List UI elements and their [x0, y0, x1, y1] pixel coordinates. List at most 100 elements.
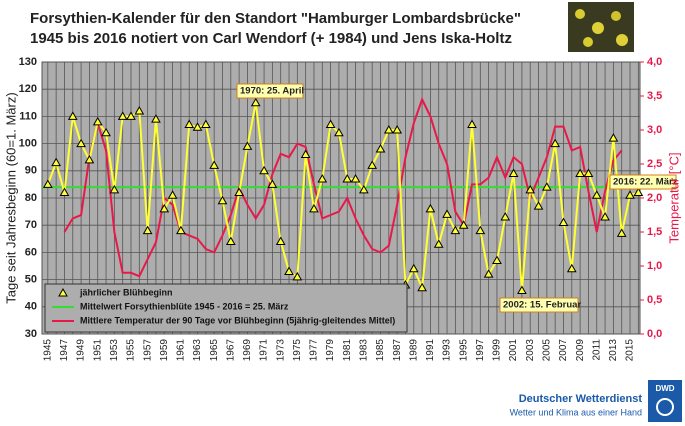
x-tick-label: 1981 [342, 339, 353, 362]
data-point [217, 195, 228, 205]
data-point [591, 190, 602, 199]
chart-subtitle: 1945 bis 2016 notiert von Carl Wendorf (… [30, 30, 512, 47]
data-point [625, 190, 635, 199]
x-tick-label: 1949 [76, 339, 87, 362]
blossom [583, 37, 593, 47]
y2-axis-label: Temperatur [°C] [666, 152, 681, 243]
annotation-box [499, 297, 579, 313]
y2-tick-label: 0,0 [647, 328, 662, 340]
data-point [541, 182, 552, 191]
series-line [46, 102, 639, 292]
data-point [408, 263, 419, 273]
data-point [242, 141, 253, 150]
data-point [458, 220, 469, 229]
annotation-box [609, 174, 677, 190]
legend-label: jährlicher Blühbeginn [79, 287, 173, 297]
data-point [275, 236, 286, 246]
data-point [375, 144, 386, 153]
x-tick-label: 1955 [126, 339, 137, 362]
data-point [350, 173, 361, 183]
data-point [117, 111, 128, 120]
data-point [167, 190, 178, 199]
x-tick-label: 1959 [159, 339, 170, 362]
y-tick-label: 50 [25, 274, 37, 286]
annotation-box [236, 83, 304, 99]
x-tick-label: 1969 [242, 339, 253, 362]
y2-tick-label: 0,5 [647, 294, 662, 306]
blossom [592, 22, 604, 34]
data-point [575, 168, 585, 178]
x-tick-label: 1983 [359, 339, 370, 362]
data-point [259, 165, 269, 175]
blossom [575, 9, 585, 19]
data-point [334, 127, 344, 137]
y-tick-label: 80 [25, 192, 37, 204]
data-point [566, 263, 577, 273]
x-tick-label: 1993 [442, 339, 453, 362]
x-tick-label: 1947 [59, 339, 70, 362]
x-tick-label: 1977 [309, 339, 320, 362]
data-point [67, 111, 78, 120]
data-point [342, 173, 353, 183]
x-tick-label: 1973 [275, 339, 286, 362]
y-tick-label: 70 [25, 219, 37, 231]
data-point [192, 122, 203, 131]
x-tick-label: 1967 [225, 339, 236, 362]
data-point [151, 114, 161, 123]
data-point [325, 119, 336, 129]
legend-symbol [58, 287, 68, 297]
data-point [267, 179, 278, 188]
y2-tick-label: 3,5 [647, 90, 662, 102]
data-point [300, 149, 311, 158]
footer-slogan: Wetter und Klima aus einer Hand [510, 407, 642, 417]
legend-label: Mittlere Temperatur der 90 Tage vor Blüh… [80, 315, 395, 325]
data-point [525, 184, 536, 194]
y-tick-label: 30 [25, 328, 37, 340]
data-point [292, 271, 303, 281]
x-tick-label: 1945 [42, 339, 53, 362]
x-tick-label: 1965 [209, 339, 220, 362]
data-point [200, 119, 211, 129]
x-tick-label: 1957 [142, 339, 153, 362]
footer: Deutscher Wetterdienst Wetter und Klima … [510, 380, 682, 422]
x-tick-label: 2007 [558, 339, 569, 362]
data-point [126, 111, 136, 120]
data-point [483, 269, 494, 278]
x-tick-label: 1953 [109, 339, 120, 362]
data-point [309, 203, 319, 213]
data-point [176, 225, 186, 235]
data-point [533, 201, 544, 210]
blossom [611, 11, 621, 21]
data-point [475, 225, 486, 235]
y2-tick-label: 1,0 [647, 260, 662, 272]
data-point [633, 187, 644, 197]
x-tick-label: 2011 [591, 339, 602, 361]
data-point [558, 217, 569, 226]
y-axis-label: Tage seit Jahresbeginn (60=1. März) [3, 92, 18, 303]
x-tick-label: 1975 [292, 339, 303, 362]
x-tick-label: 2013 [608, 339, 619, 362]
data-point [109, 184, 120, 194]
data-point [583, 168, 594, 178]
data-point [492, 255, 502, 265]
y2-tick-label: 2,0 [647, 192, 662, 204]
x-tick-label: 1999 [492, 339, 503, 362]
annotation: 1970: 25. April [240, 86, 304, 97]
logo-text: DWD [655, 384, 674, 393]
y-tick-label: 40 [25, 301, 37, 313]
y2-tick-label: 1,5 [647, 226, 662, 238]
data-point [225, 236, 236, 246]
data-point [76, 138, 86, 148]
data-point [184, 119, 195, 129]
data-point [550, 138, 561, 148]
legend-label: Mittelwert Forsythienblüte 1945 - 2016 =… [80, 301, 289, 311]
data-point [467, 119, 477, 129]
x-tick-label: 1991 [425, 339, 436, 362]
data-point [616, 228, 627, 237]
data-point [359, 184, 369, 194]
data-point [250, 97, 261, 107]
footer-org: Deutscher Wetterdienst [519, 393, 643, 405]
logo-swirl [656, 398, 674, 416]
y-tick-label: 100 [19, 138, 37, 150]
x-tick-label: 2001 [508, 339, 519, 362]
